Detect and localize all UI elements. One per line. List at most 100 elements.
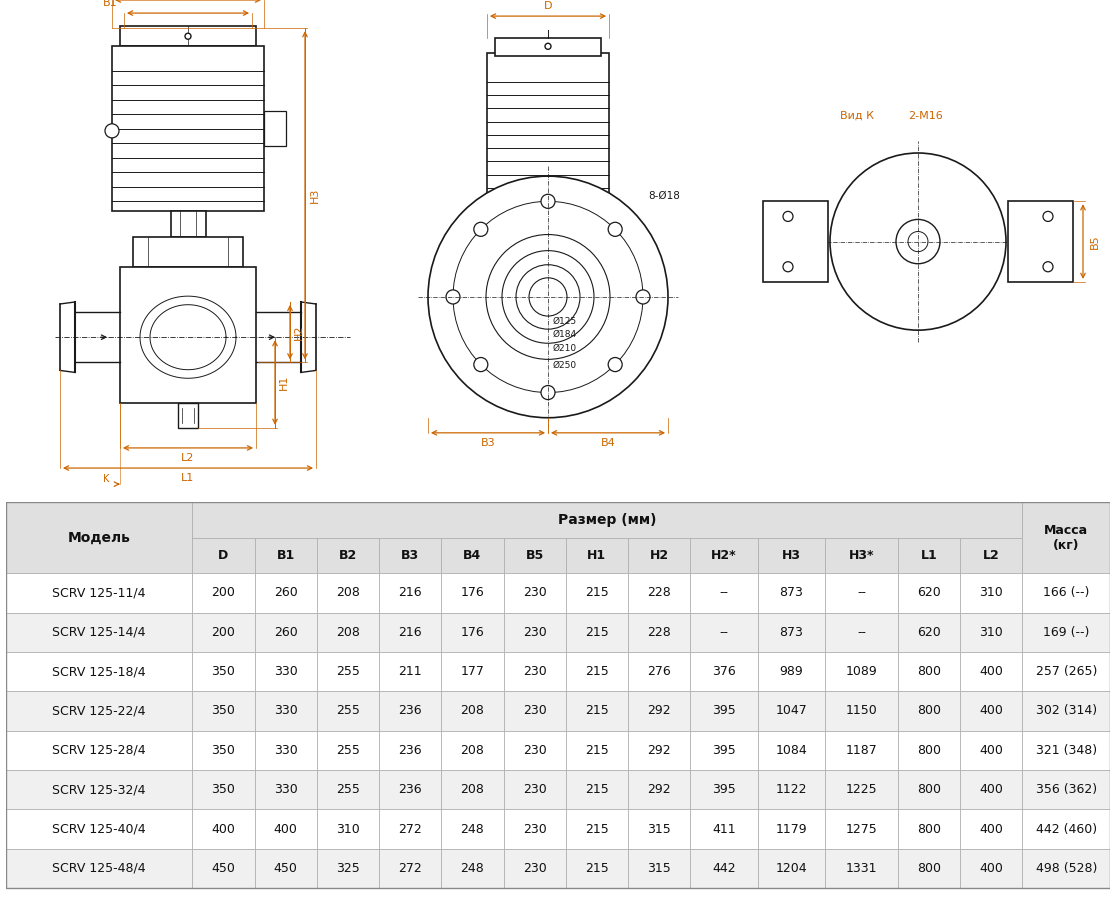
Text: D: D [543, 1, 552, 11]
Text: 230: 230 [522, 783, 547, 796]
Text: 230: 230 [522, 586, 547, 599]
Text: --: -- [857, 586, 866, 599]
Text: Ø250: Ø250 [554, 360, 577, 369]
Bar [825, 691, 897, 730]
Text: 255: 255 [336, 744, 359, 757]
Bar [960, 730, 1022, 770]
Text: 255: 255 [336, 704, 359, 718]
Bar [1022, 691, 1110, 730]
Bar [317, 652, 379, 691]
Bar [441, 538, 503, 573]
Bar [1022, 652, 1110, 691]
Text: B5: B5 [1090, 234, 1100, 249]
Text: H2: H2 [294, 324, 304, 340]
Text: SCRV 125-28/4: SCRV 125-28/4 [52, 744, 146, 757]
Bar [566, 770, 628, 809]
Text: 350: 350 [212, 704, 235, 718]
Bar [1022, 573, 1110, 613]
Bar [1022, 613, 1110, 652]
Text: 208: 208 [336, 586, 359, 599]
Bar [171, 212, 206, 236]
Bar [254, 691, 317, 730]
Bar [897, 691, 960, 730]
Bar [487, 53, 609, 206]
Text: 310: 310 [979, 625, 1003, 639]
Text: 1187: 1187 [846, 744, 877, 757]
Text: Масса
(кг): Масса (кг) [1045, 524, 1088, 552]
Bar [628, 538, 691, 573]
Bar [503, 809, 566, 849]
Circle shape [485, 234, 610, 359]
Circle shape [636, 290, 650, 304]
Text: 400: 400 [273, 823, 298, 835]
Bar [379, 652, 441, 691]
Text: 230: 230 [522, 862, 547, 875]
Bar [503, 730, 566, 770]
Bar [758, 770, 825, 809]
Bar [441, 809, 503, 849]
Text: 1047: 1047 [776, 704, 807, 718]
Text: 800: 800 [917, 862, 941, 875]
Text: K: K [103, 474, 109, 484]
Bar [503, 573, 566, 613]
Bar [897, 809, 960, 849]
Text: 1225: 1225 [846, 783, 877, 796]
Bar [121, 26, 256, 46]
Text: 376: 376 [712, 665, 735, 678]
Circle shape [783, 212, 793, 222]
Text: 1275: 1275 [846, 823, 877, 835]
Text: 208: 208 [461, 704, 484, 718]
Bar [192, 770, 254, 809]
Bar [628, 573, 691, 613]
Text: 450: 450 [273, 862, 298, 875]
Bar [379, 849, 441, 888]
Bar [628, 809, 691, 849]
Text: L1: L1 [182, 473, 194, 483]
Text: B4: B4 [600, 438, 615, 448]
Text: 310: 310 [979, 586, 1003, 599]
Text: 215: 215 [585, 823, 608, 835]
Text: 400: 400 [212, 823, 235, 835]
Bar [566, 652, 628, 691]
Text: 230: 230 [522, 823, 547, 835]
Circle shape [105, 124, 119, 138]
Bar [628, 730, 691, 770]
Text: 176: 176 [461, 625, 484, 639]
Text: 215: 215 [585, 783, 608, 796]
Text: 1179: 1179 [776, 823, 807, 835]
Text: 177: 177 [461, 665, 484, 678]
Bar [1008, 201, 1072, 281]
Bar [566, 573, 628, 613]
Bar [6, 809, 192, 849]
Bar [254, 770, 317, 809]
Bar [691, 691, 758, 730]
Text: 228: 228 [647, 586, 671, 599]
Text: 315: 315 [647, 862, 671, 875]
Text: B5: B5 [526, 549, 543, 562]
Text: H1: H1 [587, 549, 606, 562]
Bar [379, 809, 441, 849]
Circle shape [608, 357, 623, 372]
Circle shape [610, 241, 616, 246]
Bar [441, 613, 503, 652]
Text: 230: 230 [522, 665, 547, 678]
Text: 442 (460): 442 (460) [1036, 823, 1097, 835]
Text: SCRV 125-11/4: SCRV 125-11/4 [52, 586, 146, 599]
Text: 248: 248 [461, 823, 484, 835]
Bar [441, 770, 503, 809]
Bar [254, 652, 317, 691]
Bar [691, 652, 758, 691]
Circle shape [608, 223, 623, 236]
Text: 292: 292 [647, 744, 671, 757]
Bar [628, 770, 691, 809]
Bar [254, 573, 317, 613]
Text: 395: 395 [712, 744, 735, 757]
Text: 330: 330 [273, 744, 298, 757]
Bar [6, 730, 192, 770]
Bar [475, 236, 620, 262]
Text: 800: 800 [917, 783, 941, 796]
Text: SCRV 125-18/4: SCRV 125-18/4 [52, 665, 146, 678]
Text: 176: 176 [461, 586, 484, 599]
Text: 620: 620 [917, 625, 941, 639]
Text: 873: 873 [779, 586, 804, 599]
